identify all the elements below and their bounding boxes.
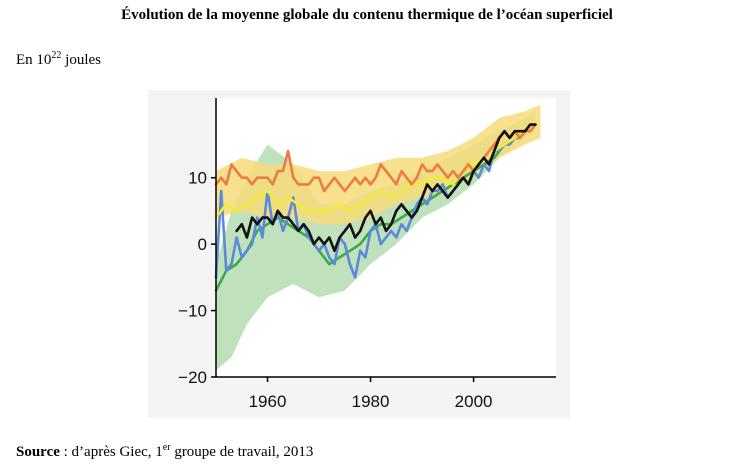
y-tick-label: −10 bbox=[178, 302, 207, 321]
source-text-1: : d’après Giec, 1 bbox=[59, 444, 163, 460]
y-tick-label: 0 bbox=[198, 235, 207, 254]
data-series bbox=[214, 123, 537, 292]
unit-label: En 1022 joules bbox=[16, 50, 102, 69]
series-line-5 bbox=[235, 123, 537, 253]
unit-prefix: En 10 bbox=[16, 52, 52, 68]
axes: 10 0 −10 −20 1960 1980 2000 bbox=[178, 98, 556, 411]
x-tick-label: 2000 bbox=[455, 392, 493, 411]
y-tick-label: 10 bbox=[188, 169, 207, 188]
source-label: Source bbox=[16, 444, 60, 460]
source-sup: er bbox=[162, 442, 171, 453]
page-title: Évolution de la moyenne globale du conte… bbox=[121, 7, 613, 23]
ocean-heat-chart: 10 0 −10 −20 1960 1980 2000 bbox=[178, 98, 556, 411]
unit-suffix: joules bbox=[61, 52, 102, 68]
source-text-2: groupe de travail, 2013 bbox=[170, 444, 314, 460]
unit-exponent: 22 bbox=[51, 50, 62, 61]
x-tick-label: 1960 bbox=[249, 392, 287, 411]
x-tick-label: 1980 bbox=[352, 392, 390, 411]
chart-panel: 10 0 −10 −20 1960 1980 2000 bbox=[148, 90, 570, 418]
uncertainty-band-2 bbox=[216, 104, 541, 225]
source-note: Source : d’après Giec, 1er groupe de tra… bbox=[16, 442, 314, 461]
y-tick-label: −20 bbox=[178, 368, 207, 387]
